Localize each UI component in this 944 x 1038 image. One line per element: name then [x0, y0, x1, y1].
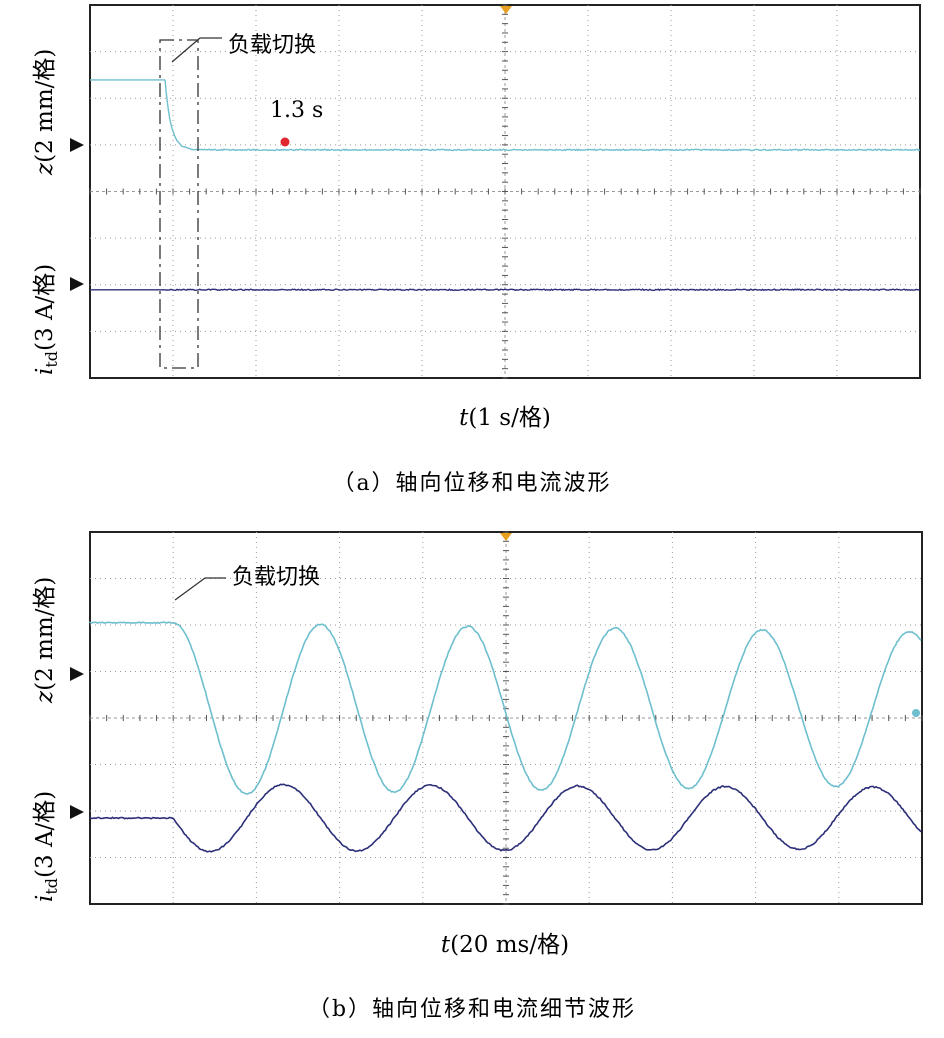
- channel-marker-z-a: [70, 138, 84, 152]
- panel-b: 负载切换 z(2 mm/格) itd(3 A/格) t(20 ms/格) （b）…: [32, 532, 922, 1022]
- channel-marker-i-a: [70, 277, 84, 291]
- channel-end-marker-b: [912, 709, 920, 717]
- series-line-i-b: [90, 784, 921, 852]
- series-line-i-a: [90, 289, 920, 290]
- x-label-a: t(1 s/格): [459, 405, 551, 431]
- grid-a: [90, 5, 920, 378]
- settling-time-label: 1.3 s: [270, 98, 323, 123]
- grid-b: [90, 532, 922, 904]
- trigger-marker-b: [500, 533, 512, 541]
- trigger-marker-a: [500, 6, 512, 14]
- y-label-i-a: itd(3 A/格): [32, 264, 61, 375]
- caption-b: （b）轴向位移和电流细节波形: [308, 997, 636, 1022]
- load-switch-label-a: 负载切换: [228, 33, 316, 58]
- channel-marker-z-b: [70, 667, 84, 681]
- y-label-z-b: z(2 mm/格): [32, 577, 58, 704]
- settling-point: [281, 138, 290, 147]
- load-switch-label-b: 负载切换: [232, 565, 320, 590]
- load-switch-leader-a: [172, 38, 222, 62]
- x-label-b: t(20 ms/格): [441, 932, 569, 958]
- panel-a: 负载切换 1.3 s z(2 mm/格) itd(3 A/格) t(1 s/格)…: [32, 5, 920, 496]
- y-label-i-b: itd(3 A/格): [32, 791, 61, 902]
- load-switch-leader-b: [175, 578, 226, 600]
- caption-a: （a）轴向位移和电流波形: [332, 471, 611, 496]
- channel-marker-i-b: [70, 805, 84, 819]
- y-label-z-a: z(2 mm/格): [32, 49, 58, 176]
